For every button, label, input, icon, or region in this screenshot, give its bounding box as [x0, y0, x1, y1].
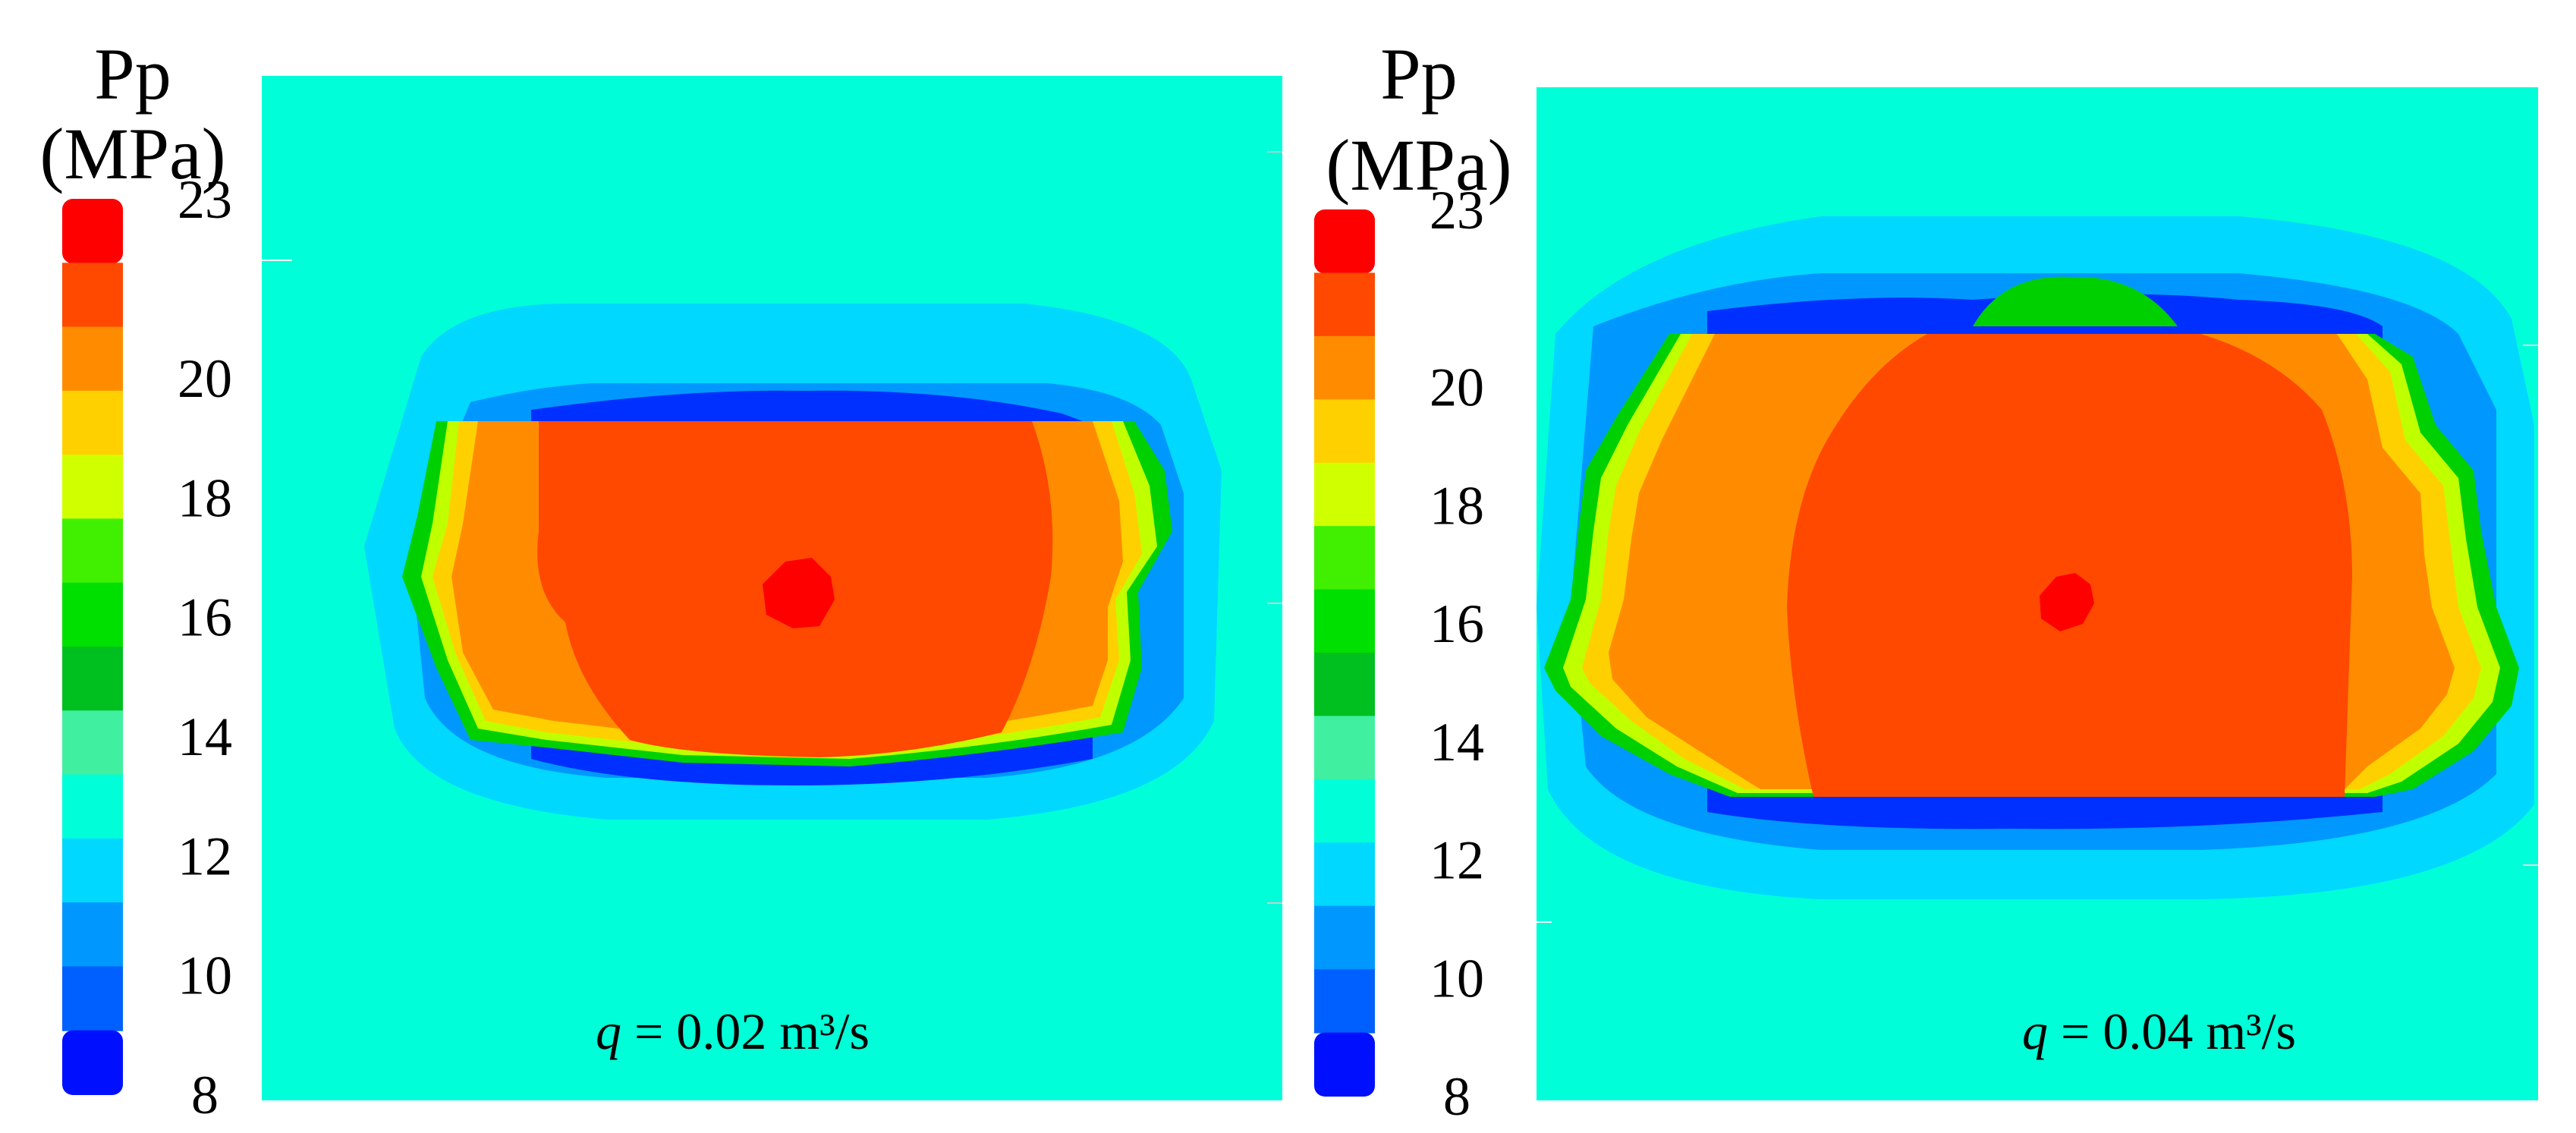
colorbar-left-band — [62, 518, 123, 584]
panel-q002: q = 0.02 m³/s — [262, 76, 1282, 1100]
colorbar-right-tick-label: 8 — [1443, 1066, 1470, 1127]
colorbar-right-band — [1314, 653, 1375, 717]
colorbar-left-tick-label: 16 — [178, 587, 232, 648]
colorbar-left-band — [62, 838, 123, 904]
panel-q004-red-orange-zone — [1787, 334, 2352, 797]
colorbar-left: Pp (MPa) 23 20 18 16 14 12 10 8 — [39, 33, 232, 1125]
colorbar-right-band — [1314, 526, 1375, 590]
colorbar-left-tick-label: 10 — [178, 946, 232, 1006]
colorbar-left-band — [62, 774, 123, 839]
colorbar-left-tick-label: 14 — [178, 707, 232, 767]
colorbar-right-bands — [1314, 209, 1375, 1097]
colorbar-left-tick-label: 23 — [178, 169, 232, 230]
colorbar-right-tick-label: 12 — [1430, 830, 1484, 891]
panel-q002-caption: q = 0.02 m³/s — [596, 1002, 870, 1060]
colorbar-left-band — [62, 710, 123, 776]
colorbar-left-title-line1: Pp — [94, 33, 171, 115]
colorbar-left-tick-label: 12 — [178, 826, 232, 886]
colorbar-right-band — [1314, 905, 1375, 971]
colorbar-right-band — [1314, 399, 1375, 464]
panel-q004-top-bump — [1973, 276, 2178, 326]
colorbar-left-bands — [62, 199, 123, 1095]
colorbar-right-band — [1314, 716, 1375, 780]
colorbar-right-ticks: 23 20 18 16 14 12 10 8 — [1430, 180, 1484, 1127]
colorbar-left-band — [62, 326, 123, 392]
colorbar-right-band — [1314, 335, 1375, 401]
panel-q004: q = 0.04 m³/s — [1536, 87, 2538, 1100]
colorbar-right-tick-label: 23 — [1430, 180, 1484, 241]
colorbar-left-band — [62, 1030, 123, 1095]
colorbar-left-title-line2: (MPa) — [39, 113, 225, 194]
colorbar-right-band — [1314, 779, 1375, 844]
colorbar-left-band — [62, 263, 123, 328]
colorbar-right-tick-label: 10 — [1430, 948, 1484, 1009]
colorbar-left-tick-label: 18 — [178, 467, 232, 528]
colorbar-right-band — [1314, 272, 1375, 337]
colorbar-right-tick-label: 16 — [1430, 593, 1484, 654]
colorbar-left-tick-label: 8 — [191, 1065, 219, 1125]
colorbar-left-band — [62, 455, 123, 520]
colorbar-left-band — [62, 647, 123, 712]
colorbar-right-band — [1314, 589, 1375, 653]
colorbar-right-title-line2: (MPa) — [1326, 124, 1511, 206]
colorbar-left-band — [62, 902, 123, 968]
panel-q004-caption: q = 0.04 m³/s — [2022, 1002, 2296, 1060]
colorbar-left-band — [62, 582, 123, 647]
colorbar-right-tick-label: 20 — [1430, 357, 1484, 418]
panel-q004-source — [2040, 573, 2094, 631]
colorbar-right-band — [1314, 842, 1375, 907]
colorbar-left-band — [62, 966, 123, 1031]
colorbar-left-tick-label: 20 — [178, 348, 232, 409]
colorbar-left-ticks: 23 20 18 16 14 12 10 8 — [178, 169, 232, 1125]
colorbar-right-title-line1: Pp — [1380, 33, 1457, 115]
colorbar-right: Pp (MPa) 23 20 18 16 14 12 10 8 — [1314, 33, 1512, 1127]
colorbar-right-tick-label: 14 — [1430, 712, 1484, 773]
colorbar-right-tick-label: 18 — [1430, 475, 1484, 536]
colorbar-left-band — [62, 390, 123, 456]
colorbar-right-band — [1314, 209, 1375, 274]
colorbar-right-band — [1314, 1032, 1375, 1097]
colorbar-right-band — [1314, 969, 1375, 1034]
panel-q002-source — [763, 558, 835, 628]
colorbar-right-band — [1314, 462, 1375, 527]
colorbar-left-band — [62, 199, 123, 264]
